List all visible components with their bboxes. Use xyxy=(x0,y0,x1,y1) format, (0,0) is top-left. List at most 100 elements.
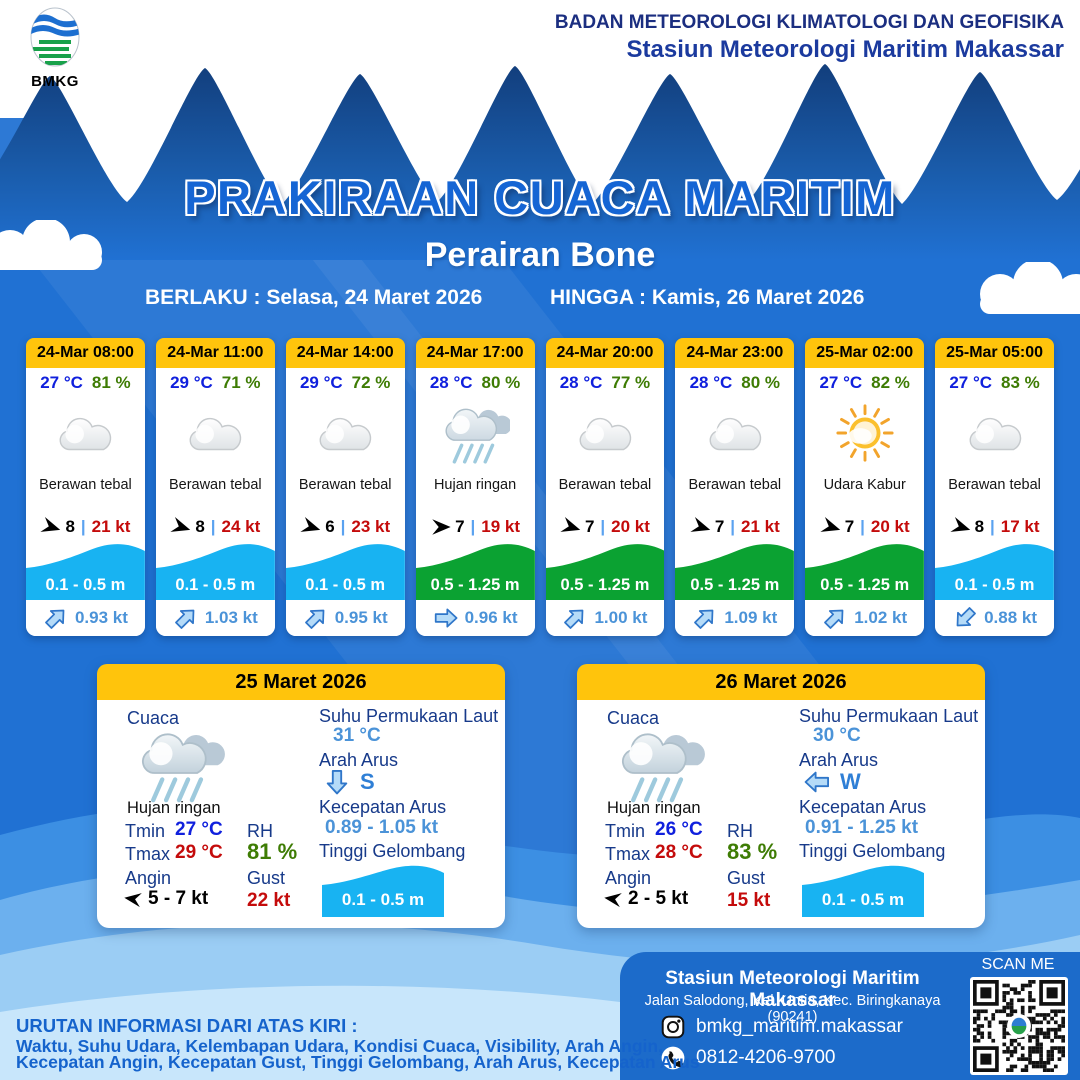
tmax-value: 28 °C xyxy=(655,842,703,863)
air-temperature: 28 °C xyxy=(559,373,603,392)
wind-row: 7 | 19 kt xyxy=(430,514,520,540)
weather-icon-box xyxy=(52,393,118,477)
forecast-card-body: 29 °C 72 % Berawan tebal xyxy=(285,368,405,636)
weather-icon-box xyxy=(312,393,378,477)
air-temperature: 27 °C xyxy=(40,373,83,392)
weather-condition: Berawan tebal xyxy=(298,477,392,493)
current-speed: 1.00 kt xyxy=(594,608,648,627)
humidity: 83 % xyxy=(1001,373,1040,392)
wave-shape xyxy=(322,865,444,917)
weather-condition: Berawan tebal xyxy=(168,477,262,493)
air-temperature: 28 °C xyxy=(689,373,733,392)
forecast-time: 24-Mar 08:00 xyxy=(26,338,145,368)
weather-condition: Udara Kabur xyxy=(823,477,906,493)
current-speed-range: 0.91 - 1.25 kt xyxy=(805,817,919,838)
current-direction-icon xyxy=(694,609,714,629)
wind-direction-icon xyxy=(560,517,581,532)
gust-value: 15 kt xyxy=(727,890,771,911)
separator: | xyxy=(340,517,346,536)
temp-humidity-row: 27 °C 81 % xyxy=(40,373,130,393)
humidity: 80 % xyxy=(741,373,781,392)
weather-icon-box xyxy=(962,393,1028,477)
wind-direction-icon xyxy=(820,517,840,532)
visibility-value: 8 xyxy=(195,517,205,536)
current-direction-icon xyxy=(956,607,976,627)
temp-humidity-row: 28 °C 80 % xyxy=(430,373,520,393)
station-name-header: Stasiun Meteorologi Maritim Makassar xyxy=(626,36,1064,63)
current-row: 1.02 kt xyxy=(805,600,925,636)
tmin-label: Tmin xyxy=(605,821,645,841)
qr-code[interactable] xyxy=(970,977,1068,1075)
humidity: 82 % xyxy=(871,373,910,392)
separator: | xyxy=(210,517,216,536)
current-direction-icon xyxy=(326,769,348,795)
forecast-card-body: 28 °C 77 % Berawan tebal xyxy=(545,368,665,636)
agency-name: BADAN METEOROLOGI KLIMATOLOGI DAN GEOFIS… xyxy=(554,12,1064,33)
current-row: 0.95 kt xyxy=(285,600,405,636)
daily-wind-row: 5 - 7 kt xyxy=(123,888,208,910)
wave-height: 0.5 - 1.25 m xyxy=(690,576,780,594)
weather-condition: Berawan tebal xyxy=(948,477,1041,493)
daily-forecast-card: 25 Maret 2026 Cuaca Hujan ringan Tmin xyxy=(97,664,505,928)
rh-value: 83 % xyxy=(727,839,778,864)
hourly-forecast-card: 24-Mar 23:00 28 °C 80 % Berawan t xyxy=(675,338,795,636)
wind-row: 8 | 17 kt xyxy=(949,514,1040,540)
instagram-handle: bmkg_maritim.makassar xyxy=(696,1016,903,1037)
weather-icon-box xyxy=(702,393,768,477)
forecast-card-body: 27 °C 82 % xyxy=(805,368,925,636)
cloudy-icon xyxy=(182,408,248,463)
cloudy-icon xyxy=(962,408,1028,463)
air-temperature: 27 °C xyxy=(949,373,993,392)
area-title: Perairan Bone xyxy=(424,236,656,274)
current-direction-icon xyxy=(564,609,584,629)
wind-direction-icon xyxy=(300,517,321,532)
wind-speed: 21 kt xyxy=(741,517,780,536)
humidity: 80 % xyxy=(481,373,521,392)
tmax-label: Tmax xyxy=(605,844,650,864)
wave-band: 0.5 - 1.25 m xyxy=(675,542,795,600)
bmkg-logo: BMKG xyxy=(22,6,88,90)
current-direction-icon xyxy=(434,608,458,628)
tmin-value: 26 °C xyxy=(655,819,703,840)
current-speed: 1.09 kt xyxy=(724,608,778,627)
info-legend: URUTAN INFORMASI DARI ATAS KIRI : Waktu,… xyxy=(16,1016,700,1070)
wave-height: 0.1 - 0.5 m xyxy=(954,576,1035,594)
wind-row: 8 | 24 kt xyxy=(170,514,260,540)
phone-icon xyxy=(661,1046,685,1070)
daily-wind-range: 2 - 5 kt xyxy=(628,888,689,909)
gust-label: Gust xyxy=(247,868,286,888)
valid-to-label: HINGGA : xyxy=(550,286,647,309)
current-speed-label: Kecepatan Arus xyxy=(799,797,927,817)
phone-link[interactable]: 0812-4206-9700 xyxy=(660,1045,835,1071)
weather-condition: Berawan tebal xyxy=(558,477,652,493)
instagram-link[interactable]: bmkg_maritim.makassar xyxy=(660,1014,903,1040)
visibility-value: 7 xyxy=(844,517,855,536)
humidity: 77 % xyxy=(611,373,651,392)
info-legend-line1: Waktu, Suhu Udara, Kelembapan Udara, Kon… xyxy=(16,1036,663,1056)
humidity: 71 % xyxy=(221,373,261,392)
wave-height: 0.5 - 1.25 m xyxy=(820,576,910,594)
wave-shape xyxy=(26,544,145,600)
air-temperature: 29 °C xyxy=(299,373,343,392)
current-row: 0.88 kt xyxy=(935,600,1054,636)
valid-from-label: BERLAKU : xyxy=(145,286,261,309)
current-speed: 0.88 kt xyxy=(984,608,1038,627)
daily-wind-range: 5 - 7 kt xyxy=(148,888,209,909)
current-row: 0.96 kt xyxy=(415,600,535,636)
current-direction-icon xyxy=(804,771,830,793)
daily-card-body: Cuaca Hujan ringan Tmin 26 °C Tmax xyxy=(577,700,985,928)
forecast-card-body: 27 °C 81 % Berawan tebal xyxy=(26,368,145,636)
gust-value: 22 kt xyxy=(247,890,291,911)
current-direction-label: Arah Arus xyxy=(319,750,399,770)
daily-wave-band: 0.1 - 0.5 m xyxy=(322,863,444,917)
current-direction-letter: S xyxy=(360,769,375,794)
temp-humidity-row: 29 °C 71 % xyxy=(170,373,260,393)
wave-shape xyxy=(155,544,275,600)
current-direction-icon xyxy=(304,609,325,629)
wave-shape xyxy=(935,544,1054,600)
humidity: 72 % xyxy=(351,373,391,392)
wind-speed: 23 kt xyxy=(351,517,391,536)
wind-speed: 24 kt xyxy=(221,517,261,536)
separator: | xyxy=(730,517,736,536)
current-speed-label: Kecepatan Arus xyxy=(319,797,447,817)
